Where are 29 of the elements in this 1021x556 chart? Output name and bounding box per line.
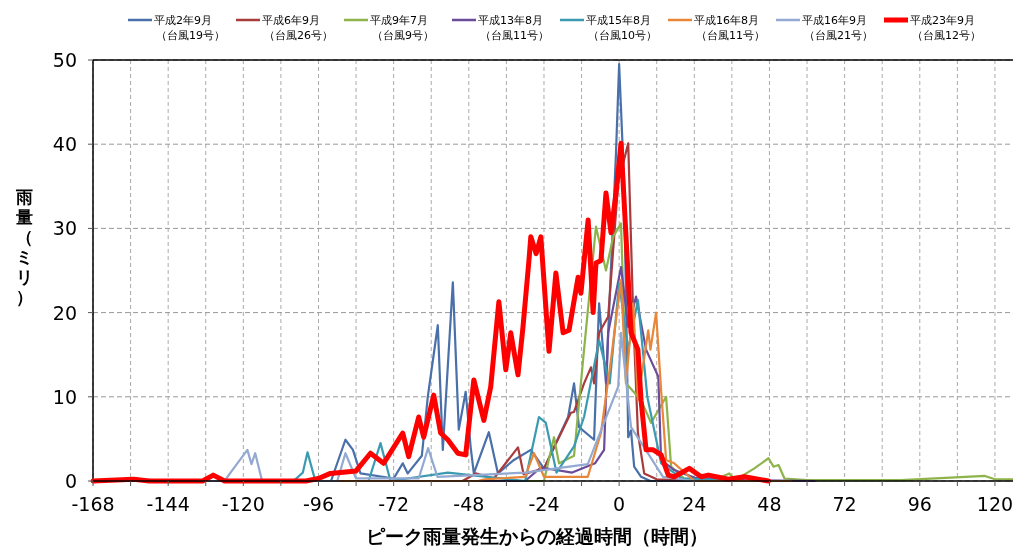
legend-label: 平成6年9月（台風26号） bbox=[262, 14, 333, 42]
x-tick-label: -120 bbox=[221, 493, 265, 515]
y-tick-label: 40 bbox=[52, 133, 77, 156]
legend-label: 平成9年7月（台風9号） bbox=[370, 14, 434, 42]
legend-label: 平成15年8月（台風10号） bbox=[586, 14, 657, 42]
legend-label: 平成2年9月（台風19号） bbox=[154, 14, 225, 42]
x-tick-label: 48 bbox=[757, 493, 782, 515]
legend-label: 平成16年9月（台風21号） bbox=[802, 14, 873, 42]
legend-label: 平成13年8月（台風11号） bbox=[478, 14, 549, 42]
x-tick-label: -144 bbox=[146, 493, 190, 515]
x-tick-label: 0 bbox=[613, 493, 626, 515]
y-tick-label: 20 bbox=[52, 301, 77, 324]
y-axis-title: 雨量（ミリ） bbox=[14, 187, 33, 308]
x-tick-label: -72 bbox=[378, 493, 410, 515]
y-tick-label: 10 bbox=[52, 385, 77, 408]
x-tick-label: -48 bbox=[453, 493, 485, 515]
legend-label: 平成23年9月（台風12号） bbox=[910, 14, 981, 42]
y-tick-label: 50 bbox=[52, 49, 77, 71]
x-tick-label: -96 bbox=[302, 493, 335, 515]
legend-label: 平成16年8月（台風11号） bbox=[694, 14, 765, 42]
x-tick-label: 24 bbox=[682, 493, 707, 515]
x-tick-label: 72 bbox=[832, 493, 857, 515]
y-tick-label: 0 bbox=[64, 470, 77, 492]
x-tick-label: 96 bbox=[907, 493, 932, 515]
x-tick-label: -168 bbox=[71, 493, 115, 515]
y-tick-label: 30 bbox=[52, 217, 77, 240]
x-axis-title: ピーク雨量発生からの経過時間（時間） bbox=[365, 525, 708, 547]
x-tick-label: -24 bbox=[528, 493, 560, 515]
x-tick-label: 120 bbox=[976, 493, 1014, 515]
